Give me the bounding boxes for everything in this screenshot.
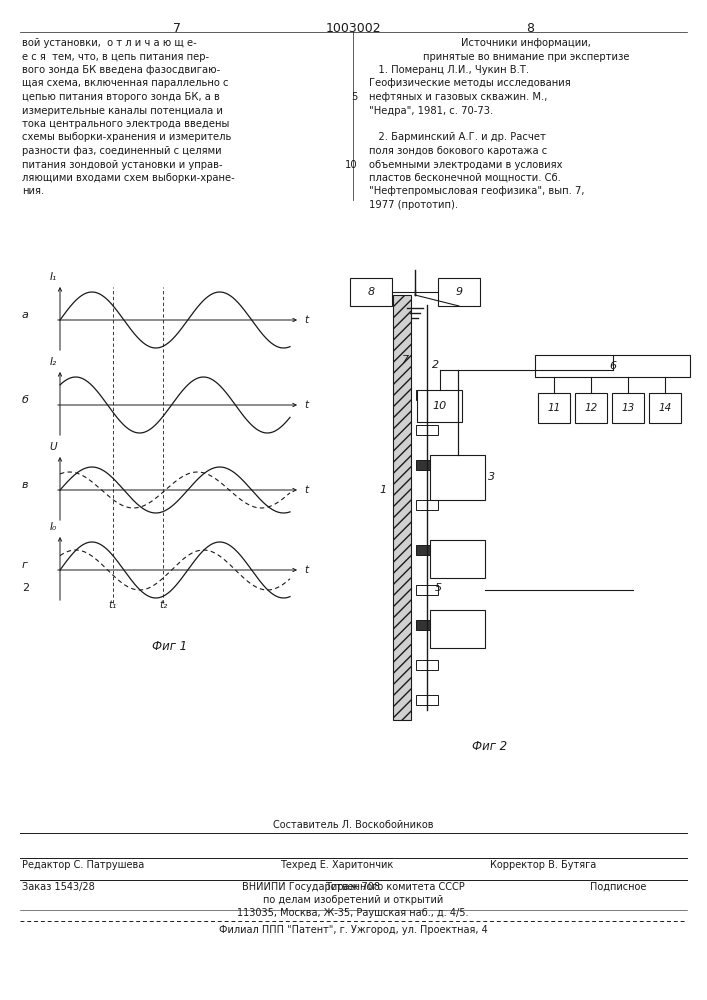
Text: Редактор С. Патрушева: Редактор С. Патрушева: [22, 860, 144, 870]
Text: разности фаз, соединенный с целями: разности фаз, соединенный с целями: [22, 146, 221, 156]
Text: 12: 12: [585, 403, 597, 413]
Text: нефтяных и газовых скважин. М.,: нефтяных и газовых скважин. М.,: [369, 92, 547, 102]
Bar: [416, 500, 438, 510]
Text: Техред Е. Харитончик: Техред Е. Харитончик: [280, 860, 393, 870]
Text: щая схема, включенная параллельно с: щая схема, включенная параллельно с: [22, 79, 228, 89]
Text: вой установки,  о т л и ч а ю щ е-: вой установки, о т л и ч а ю щ е-: [22, 38, 197, 48]
Text: объемными электродами в условиях: объемными электродами в условиях: [369, 159, 563, 169]
Text: 6: 6: [609, 361, 616, 371]
Text: ния.: ния.: [22, 186, 45, 196]
Text: измерительные каналы потенциала и: измерительные каналы потенциала и: [22, 105, 223, 115]
Text: 1: 1: [380, 485, 387, 495]
Text: Фиг 2: Фиг 2: [472, 740, 508, 753]
Text: I₁: I₁: [50, 272, 57, 282]
Text: 7: 7: [402, 355, 409, 365]
Text: Фиг 1: Фиг 1: [153, 640, 187, 653]
Text: Корректор В. Бутяга: Корректор В. Бутяга: [490, 860, 596, 870]
Bar: [416, 620, 438, 630]
Bar: [416, 545, 438, 555]
Text: 5: 5: [435, 583, 442, 593]
Bar: [416, 585, 438, 595]
Text: t: t: [304, 315, 308, 325]
Text: б: б: [22, 395, 29, 405]
Text: t: t: [304, 400, 308, 410]
Bar: [438, 278, 480, 306]
Text: a: a: [22, 310, 29, 320]
Text: г: г: [22, 560, 28, 570]
Text: I₀: I₀: [50, 522, 57, 532]
Text: цепью питания второго зонда БК, а в: цепью питания второго зонда БК, а в: [22, 92, 220, 102]
Text: t₁: t₁: [109, 600, 117, 610]
Text: 8: 8: [526, 22, 534, 35]
Text: 10: 10: [433, 401, 447, 411]
Text: 113035, Москва, Ж-35, Раушская наб., д. 4/5.: 113035, Москва, Ж-35, Раушская наб., д. …: [238, 908, 469, 918]
Bar: [416, 695, 438, 705]
Text: Источники информации,: Источники информации,: [461, 38, 591, 48]
Text: 14: 14: [658, 403, 672, 413]
Bar: [535, 355, 690, 377]
Text: ВНИИПИ Государственного комитета СССР: ВНИИПИ Государственного комитета СССР: [242, 882, 464, 892]
Text: пластов бесконечной мощности. Сб.: пластов бесконечной мощности. Сб.: [369, 173, 561, 183]
Text: Тираж 708: Тираж 708: [325, 882, 380, 892]
Text: 13: 13: [621, 403, 635, 413]
Bar: [393, 295, 411, 720]
Text: 2: 2: [22, 583, 29, 593]
Bar: [430, 540, 485, 578]
Text: ляющими входами схем выборки-хране-: ляющими входами схем выборки-хране-: [22, 173, 235, 183]
Text: 7: 7: [173, 22, 181, 35]
Text: схемы выборки-хранения и измеритель: схемы выборки-хранения и измеритель: [22, 132, 231, 142]
Text: 1. Померанц Л.И., Чукин В.Т.: 1. Померанц Л.И., Чукин В.Т.: [369, 65, 529, 75]
Text: в: в: [22, 480, 28, 490]
Text: е с я  тем, что, в цепь питания пер-: е с я тем, что, в цепь питания пер-: [22, 51, 209, 62]
Text: "Недра", 1981, с. 70-73.: "Недра", 1981, с. 70-73.: [369, 105, 493, 115]
Text: t: t: [304, 565, 308, 575]
Text: 11: 11: [547, 403, 561, 413]
Text: Составитель Л. Воскобойников: Составитель Л. Воскобойников: [273, 820, 433, 830]
Bar: [416, 390, 438, 400]
Bar: [416, 660, 438, 670]
Bar: [350, 278, 392, 306]
Bar: [612, 393, 644, 423]
Text: "Нефтепромысловая геофизика", вып. 7,: "Нефтепромысловая геофизика", вып. 7,: [369, 186, 585, 196]
Bar: [538, 393, 570, 423]
Text: вого зонда БК введена фазосдвигаю-: вого зонда БК введена фазосдвигаю-: [22, 65, 221, 75]
Text: 1977 (прототип).: 1977 (прототип).: [369, 200, 458, 210]
Text: 2. Барминский А.Г. и др. Расчет: 2. Барминский А.Г. и др. Расчет: [369, 132, 546, 142]
Text: питания зондовой установки и управ-: питания зондовой установки и управ-: [22, 159, 223, 169]
Text: 9: 9: [455, 287, 462, 297]
Text: Филиал ППП "Патент", г. Ужгород, ул. Проектная, 4: Филиал ППП "Патент", г. Ужгород, ул. Про…: [218, 925, 487, 935]
Text: 1003002: 1003002: [326, 22, 381, 35]
Bar: [430, 610, 485, 648]
Text: t₂: t₂: [159, 600, 168, 610]
Bar: [417, 390, 462, 422]
Text: Заказ 1543/28: Заказ 1543/28: [22, 882, 95, 892]
Text: I₂: I₂: [50, 357, 57, 367]
Text: 8: 8: [368, 287, 375, 297]
Bar: [430, 455, 485, 500]
Text: принятые во внимание при экспертизе: принятые во внимание при экспертизе: [423, 51, 629, 62]
Text: поля зондов бокового каротажа с: поля зондов бокового каротажа с: [369, 146, 547, 156]
Text: Геофизические методы исследования: Геофизические методы исследования: [369, 79, 571, 89]
Text: Подписное: Подписное: [590, 882, 646, 892]
Text: t: t: [304, 485, 308, 495]
Bar: [575, 393, 607, 423]
Text: 3: 3: [488, 473, 495, 483]
Text: по делам изобретений и открытий: по делам изобретений и открытий: [263, 895, 443, 905]
Text: U: U: [49, 442, 57, 452]
Text: 5: 5: [351, 92, 358, 102]
Bar: [649, 393, 681, 423]
Text: 10: 10: [346, 159, 358, 169]
Text: тока центрального электрода введены: тока центрального электрода введены: [22, 119, 229, 129]
Text: 2: 2: [432, 360, 439, 370]
Bar: [416, 425, 438, 435]
Bar: [416, 460, 438, 470]
